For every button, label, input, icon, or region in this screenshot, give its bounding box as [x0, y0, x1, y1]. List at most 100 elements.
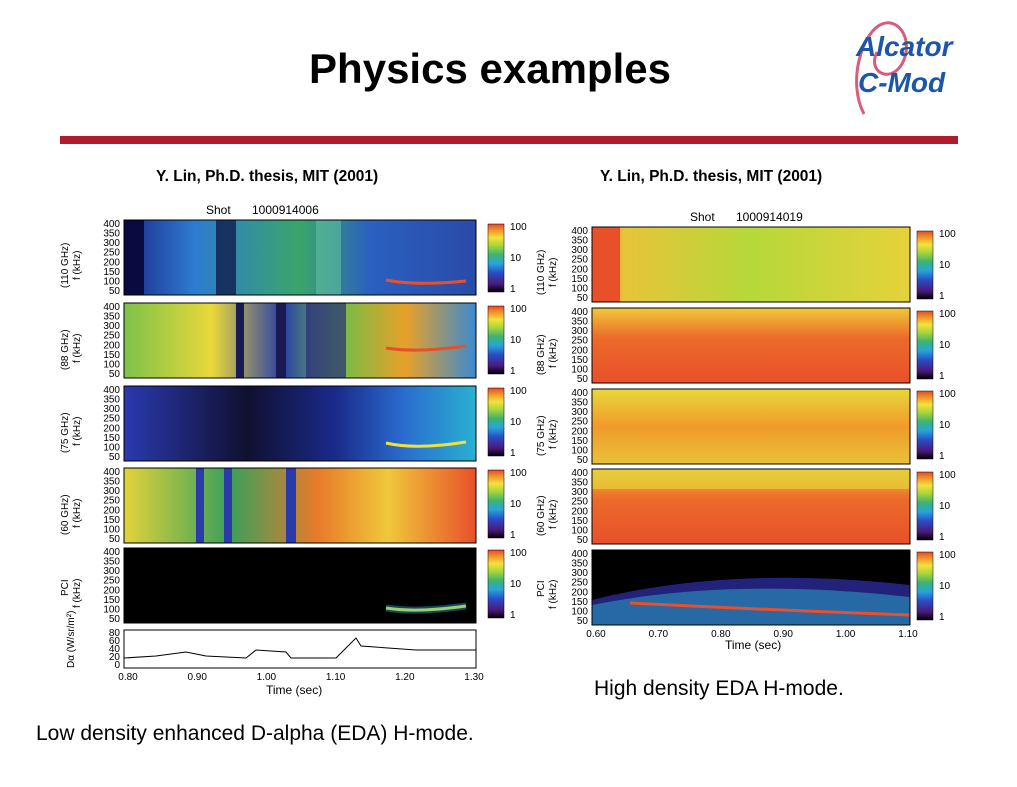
freq-tick-label: 250 — [103, 576, 120, 587]
colorbar-tick-label: 10 — [510, 417, 522, 428]
left-spectrogram-figure: Shot 1000914006 (110 GHz) f (kHz) (88 GH… — [60, 203, 527, 697]
freq-tick-label: 350 — [103, 477, 120, 488]
colorbar-tick-label: 10 — [510, 579, 522, 590]
freq-tick-label: 400 — [103, 219, 120, 230]
colorbar-tick-label: 1 — [939, 451, 945, 462]
freq-tick-label: 50 — [577, 616, 589, 627]
colorbar-tick-label: 10 — [939, 581, 951, 592]
freq-tick-label: 400 — [571, 468, 588, 479]
left-dalpha-label: Dα (W/sr/m²) — [66, 611, 77, 668]
freq-tick-label: 400 — [103, 547, 120, 558]
right-panel1-label1: (110 GHz) — [536, 250, 547, 295]
freq-tick-label: 200 — [103, 423, 120, 434]
colorbar-tick-label: 1 — [939, 371, 945, 382]
colorbar-tick-label: 1 — [939, 612, 945, 623]
freq-tick-label: 350 — [103, 229, 120, 240]
freq-tick-label: 400 — [571, 226, 588, 237]
left-panel5-label1: PCI — [60, 579, 71, 596]
freq-tick-label: 100 — [103, 359, 120, 370]
time-tick-label: 1.10 — [326, 672, 346, 683]
freq-tick-label: 200 — [103, 257, 120, 268]
right-panel-75ghz: (75 GHz) f (kHz) — [536, 388, 911, 465]
time-tick-label: 1.30 — [464, 672, 484, 683]
freq-tick-label: 300 — [103, 321, 120, 332]
freq-tick-label: 350 — [571, 478, 588, 489]
left-shot-number: 1000914006 — [252, 203, 319, 217]
right-panel-60ghz: (60 GHz) f (kHz) — [536, 468, 911, 545]
right-panel2-label1: (88 GHz) — [536, 334, 547, 375]
freq-tick-label: 400 — [571, 307, 588, 318]
right-note: High density EDA H-mode. — [594, 677, 844, 700]
left-colorbars: 100 10 1 100 10 1 100 10 1 100 10 1 100 10 1 — [487, 222, 527, 621]
dalpha-tick-label: 60 — [109, 636, 121, 647]
colorbar-tick-label: 100 — [510, 222, 527, 233]
freq-tick-label: 300 — [103, 238, 120, 249]
colorbar-tick-label: 10 — [510, 499, 522, 510]
time-tick-label: 1.00 — [257, 672, 277, 683]
colorbar-tick-label: 100 — [510, 386, 527, 397]
freq-tick-label: 250 — [103, 496, 120, 507]
colorbar-tick-label: 1 — [510, 448, 516, 459]
right-panel-110ghz: (110 GHz) f (kHz) — [536, 226, 911, 303]
colorbar-tick-label: 1 — [510, 530, 516, 541]
freq-tick-label: 200 — [571, 345, 588, 356]
left-panel3-label1: (75 GHz) — [60, 412, 71, 453]
colorbar-tick-label: 100 — [939, 309, 956, 320]
left-panel1-label1: (110 GHz) — [60, 243, 71, 288]
dalpha-tick-label: 20 — [109, 652, 121, 663]
freq-tick-label: 250 — [103, 248, 120, 259]
freq-tick-label: 100 — [571, 525, 588, 536]
freq-tick-label: 250 — [571, 417, 588, 428]
left-panel-110ghz: (110 GHz) f (kHz) — [60, 219, 477, 296]
freq-tick-label: 400 — [103, 385, 120, 396]
freq-tick-label: 50 — [577, 293, 589, 304]
colorbar — [916, 390, 934, 460]
freq-tick-label: 300 — [103, 566, 120, 577]
freq-tick-label: 50 — [109, 452, 121, 463]
freq-tick-label: 200 — [571, 587, 588, 598]
freq-tick-label: 400 — [103, 467, 120, 478]
colorbar — [487, 549, 505, 619]
freq-tick-label: 300 — [571, 326, 588, 337]
freq-tick-label: 150 — [571, 516, 588, 527]
colorbar-tick-label: 1 — [939, 532, 945, 543]
right-panel4-label2: f (kHz) — [548, 500, 559, 529]
right-panel5-label1: PCI — [536, 580, 547, 597]
colorbar-tick-label: 1 — [939, 291, 945, 302]
colorbar-tick-label: 10 — [510, 253, 522, 264]
freq-tick-label: 50 — [109, 534, 121, 545]
left-time-ticks: 0.80 0.90 1.00 1.10 1.20 1.30 — [118, 672, 484, 683]
colorbar-tick-label: 100 — [939, 389, 956, 400]
left-panel-88ghz: (88 GHz) f (kHz) — [60, 302, 477, 379]
left-panel4-label1: (60 GHz) — [60, 494, 71, 535]
right-freq-ticks: 4003503002502001501005040035030025020015… — [571, 226, 588, 627]
freq-tick-label: 350 — [571, 559, 588, 570]
right-citation: Y. Lin, Ph.D. thesis, MIT (2001) — [600, 168, 823, 185]
freq-tick-label: 150 — [571, 355, 588, 366]
left-panel-75ghz: (75 GHz) f (kHz) — [60, 385, 477, 462]
freq-tick-label: 200 — [103, 340, 120, 351]
time-tick-label: 1.20 — [395, 672, 415, 683]
dalpha-tick-label: 0 — [114, 660, 120, 671]
freq-tick-label: 400 — [571, 549, 588, 560]
right-time-ticks: 0.60 0.70 0.80 0.90 1.00 1.10 — [586, 629, 918, 640]
freq-tick-label: 100 — [571, 283, 588, 294]
freq-tick-label: 350 — [103, 557, 120, 568]
freq-tick-label: 50 — [577, 374, 589, 385]
right-panel1-label2: f (kHz) — [548, 258, 559, 287]
slide-title: Physics examples — [309, 45, 671, 92]
left-panel-60ghz: (60 GHz) f (kHz) — [60, 467, 477, 544]
logo-text-line1: Alcator — [855, 31, 955, 62]
right-panel3-label1: (75 GHz) — [536, 415, 547, 456]
freq-tick-label: 300 — [103, 486, 120, 497]
freq-tick-label: 100 — [103, 442, 120, 453]
right-panel-pci: PCI f (kHz) — [536, 549, 911, 626]
freq-tick-label: 350 — [103, 312, 120, 323]
right-colorbars: 100 10 1 100 10 1 100 10 1 100 10 1 100 10 1 — [916, 229, 956, 623]
colorbar-tick-label: 100 — [510, 304, 527, 315]
colorbar — [487, 387, 505, 457]
left-dalpha-panel: Dα (W/sr/m²) — [66, 611, 477, 669]
left-citation: Y. Lin, Ph.D. thesis, MIT (2001) — [156, 168, 379, 185]
colorbar — [916, 471, 934, 541]
freq-tick-label: 300 — [571, 245, 588, 256]
